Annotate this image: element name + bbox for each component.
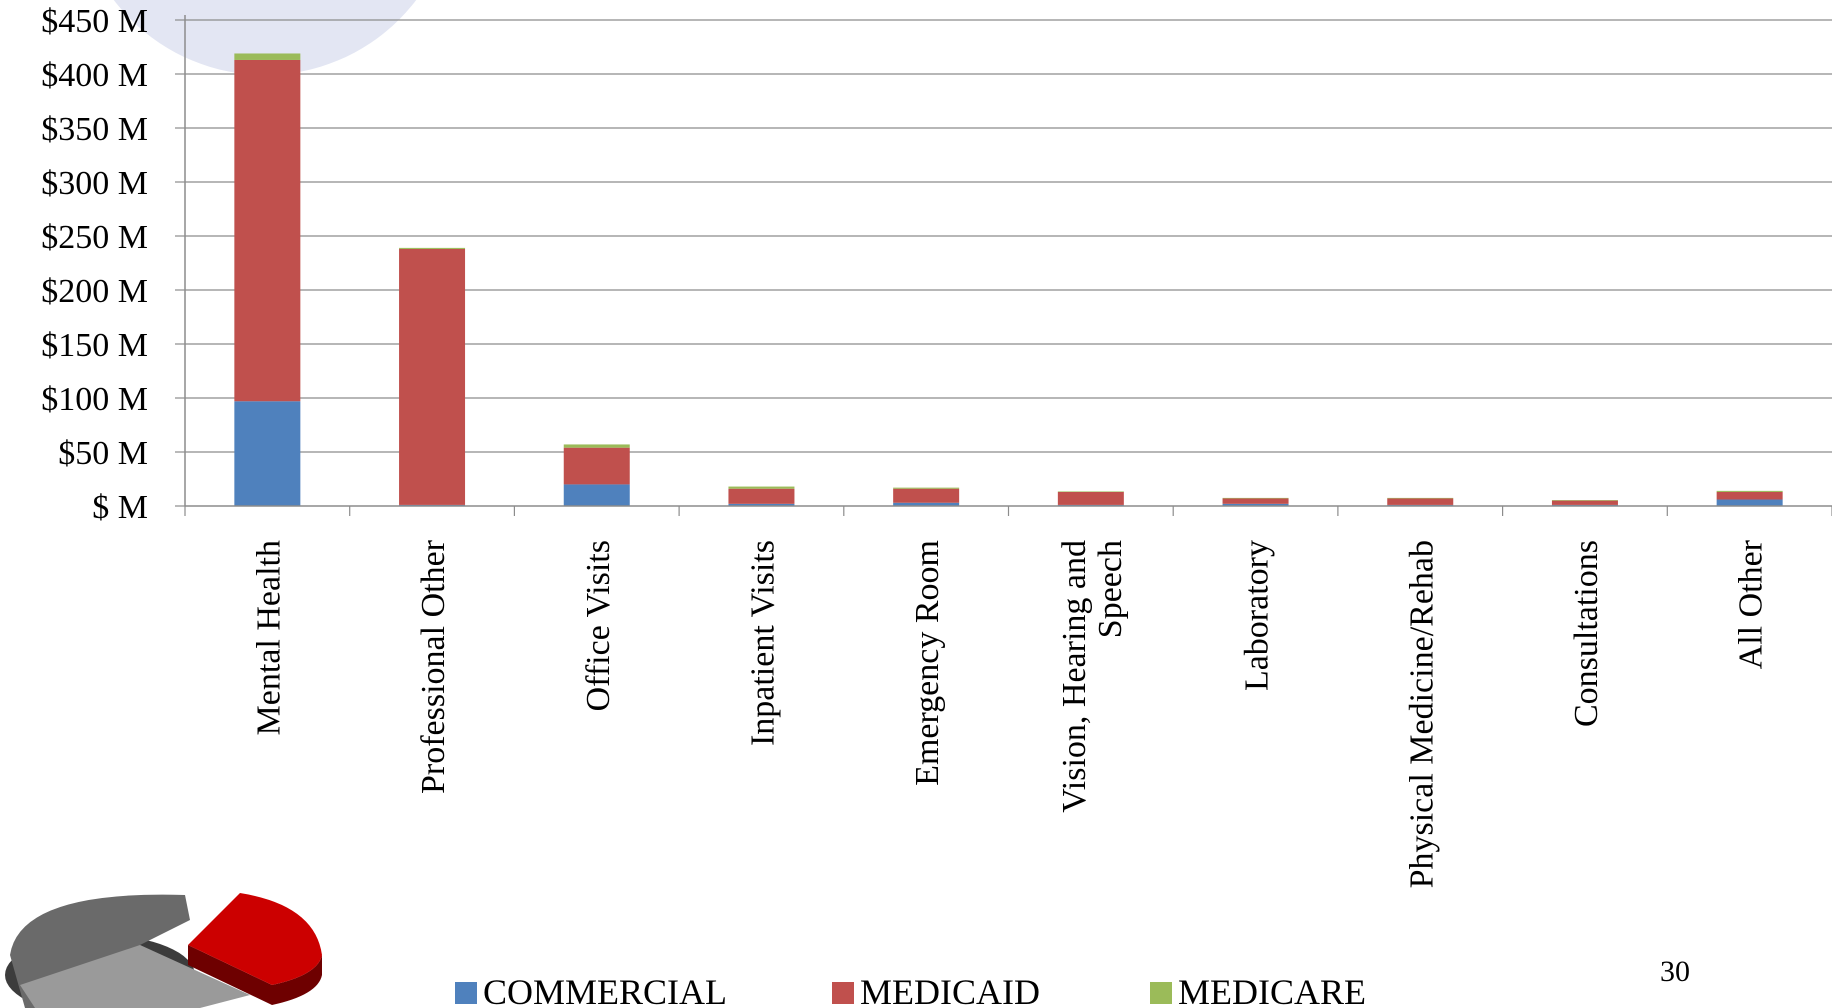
bars xyxy=(234,53,1783,506)
axes xyxy=(184,15,1832,516)
x-category-label: Consultations xyxy=(1568,540,1605,727)
x-category-label: Emergency Room xyxy=(909,540,946,786)
bar-medicaid xyxy=(1387,498,1454,505)
svg-text:Physical Medicine/Rehab: Physical Medicine/Rehab xyxy=(1403,540,1440,888)
decorative-circle xyxy=(113,0,417,75)
y-tick-label: $450 M xyxy=(41,3,148,40)
x-axis-category-labels: Mental Health Professional Other Office Vi… xyxy=(250,539,1769,888)
x-category-label: Office Visits xyxy=(580,540,617,711)
x-category-label: Inpatient Visits xyxy=(744,540,781,746)
y-tick-label: $100 M xyxy=(41,381,148,418)
bar-medicaid xyxy=(563,447,630,485)
bar-medicare xyxy=(1057,491,1124,492)
bar-medicare xyxy=(1716,490,1783,492)
slide-decoration xyxy=(5,0,417,1008)
legend-swatch xyxy=(455,982,477,1004)
y-tick-label: $300 M xyxy=(41,165,148,202)
x-category-label: Professional Other xyxy=(415,539,452,794)
legend-label: MEDICARE xyxy=(1178,972,1366,1008)
pie-chart-logo xyxy=(5,893,322,1008)
y-tick-label: $350 M xyxy=(41,111,148,148)
y-axis-tick-labels: $ M $50 M $100 M $150 M $200 M $250 M $300 M $3… xyxy=(41,3,148,526)
page-number: 30 xyxy=(1660,955,1690,988)
bar-medicaid xyxy=(893,488,960,503)
legend-swatch xyxy=(832,982,854,1004)
legend-swatch xyxy=(1150,982,1172,1004)
bar-commercial xyxy=(1222,503,1289,506)
svg-text:Professional Other: Professional Other xyxy=(415,539,452,794)
bar-medicare xyxy=(234,53,301,60)
bar-commercial xyxy=(1716,499,1783,506)
y-tick-label: $ M xyxy=(92,489,148,526)
bar-medicare xyxy=(728,486,795,489)
svg-text:Mental Health: Mental Health xyxy=(250,540,287,735)
y-tick-label: $50 M xyxy=(58,435,148,472)
x-category-label: All Other xyxy=(1733,539,1770,669)
legend-label: COMMERCIAL xyxy=(483,972,727,1008)
y-tick-label: $150 M xyxy=(41,327,148,364)
svg-text:Consultations: Consultations xyxy=(1568,540,1605,727)
x-category-label: Vision, Hearing andSpeech xyxy=(1056,540,1129,813)
bar-medicaid xyxy=(234,59,301,402)
x-category-label: Physical Medicine/Rehab xyxy=(1403,540,1440,888)
bar-medicare xyxy=(1387,497,1454,499)
pie-logo-red-slice xyxy=(188,893,322,985)
svg-text:Laboratory: Laboratory xyxy=(1239,540,1276,691)
y-tick-label: $400 M xyxy=(41,57,148,94)
legend: COMMERCIAL MEDICAID MEDICARE xyxy=(455,972,1366,1008)
y-tick-label: $250 M xyxy=(41,219,148,256)
pie-logo-red-slice-side xyxy=(188,945,322,1005)
svg-text:Emergency Room: Emergency Room xyxy=(909,540,946,786)
bar-medicare xyxy=(1551,500,1618,501)
bar-medicaid xyxy=(1057,491,1124,505)
legend-label: MEDICAID xyxy=(860,972,1040,1008)
bar-commercial xyxy=(893,502,960,506)
svg-text:Vision, Hearing andSpeech: Vision, Hearing andSpeech xyxy=(1056,540,1129,813)
bar-medicaid xyxy=(1551,500,1618,505)
bar-commercial xyxy=(728,503,795,506)
pie-logo-light-slice xyxy=(20,945,250,1008)
bar-medicare xyxy=(563,444,630,448)
svg-text:All Other: All Other xyxy=(1733,539,1770,669)
x-category-label: Mental Health xyxy=(250,540,287,735)
bar-medicare xyxy=(399,247,466,249)
bar-commercial xyxy=(234,401,301,506)
x-category-label: Laboratory xyxy=(1239,540,1276,691)
bar-medicaid xyxy=(399,248,466,505)
bar-medicare xyxy=(1222,497,1289,499)
bar-medicaid xyxy=(728,488,795,504)
bar-commercial xyxy=(563,484,630,506)
bar-medicaid xyxy=(1222,498,1289,504)
svg-text:Office Visits: Office Visits xyxy=(580,540,617,711)
svg-text:Inpatient Visits: Inpatient Visits xyxy=(744,540,781,746)
y-tick-label: $200 M xyxy=(41,273,148,310)
bar-medicaid xyxy=(1716,491,1783,500)
bar-medicare xyxy=(893,487,960,489)
